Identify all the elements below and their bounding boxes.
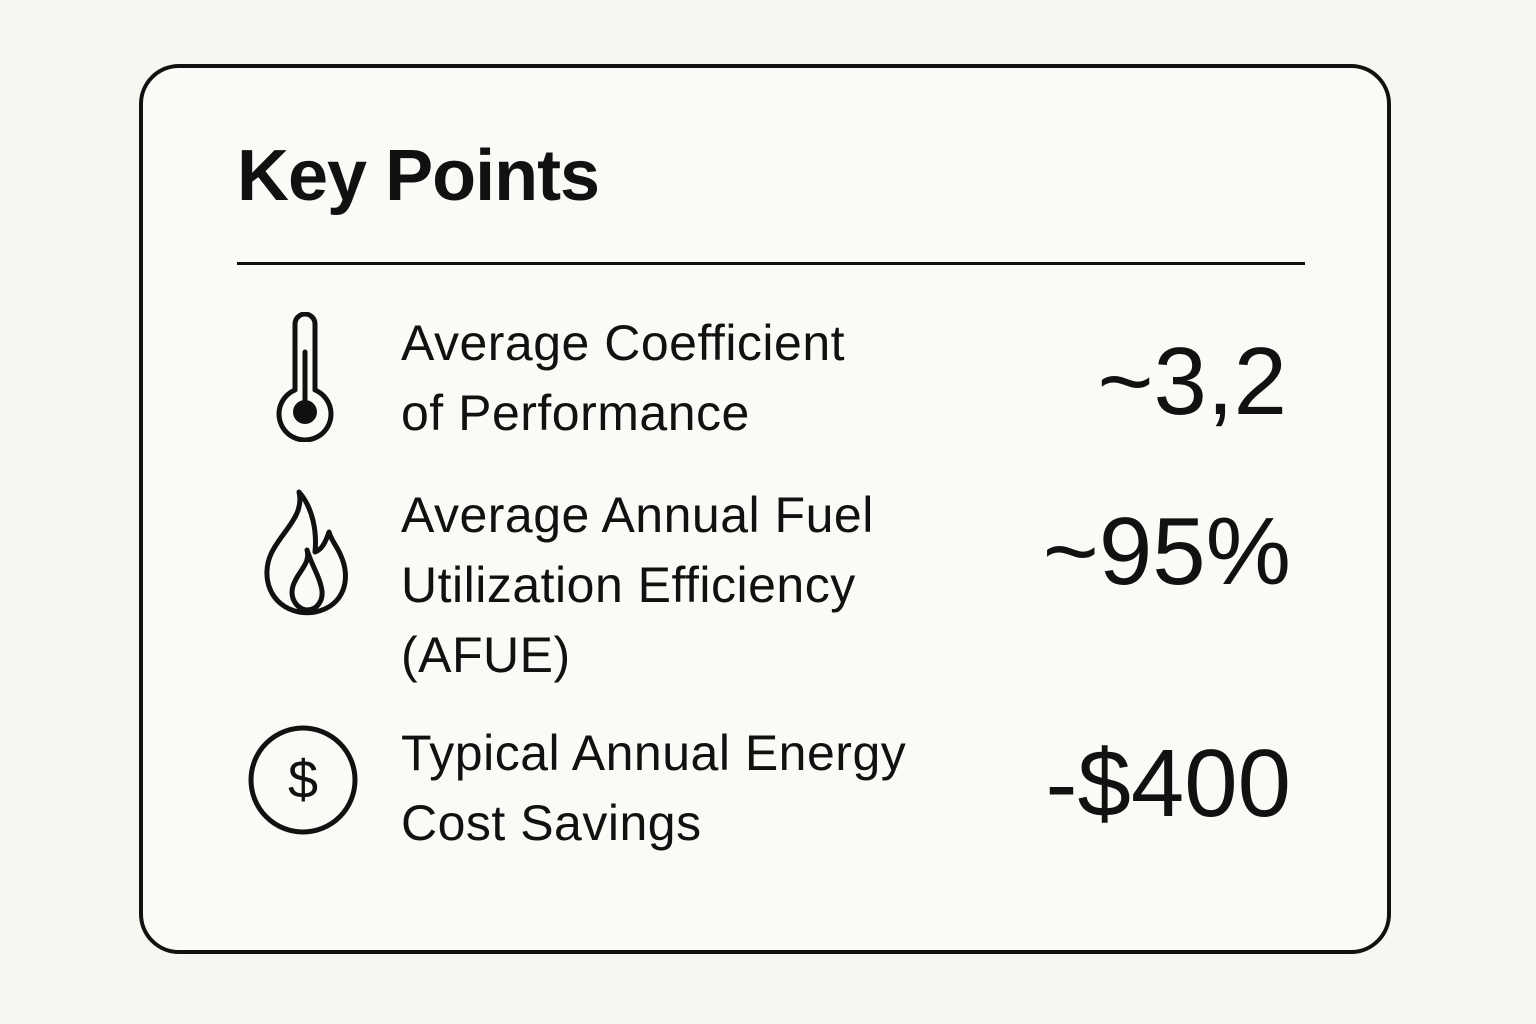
label-line: Typical Annual Energy [401, 725, 907, 781]
key-point-label: Average Coefficient of Performance [401, 308, 845, 448]
key-point-value: ~95% [1042, 498, 1291, 605]
key-point-label: Average Annual Fuel Utilization Efficien… [401, 480, 874, 690]
key-point-row-afue: Average Annual Fuel Utilization Efficien… [143, 484, 1387, 694]
label-line: Average Coefficient [401, 315, 846, 371]
label-line: Utilization Efficiency [401, 557, 856, 613]
key-point-label: Typical Annual Energy Cost Savings [401, 718, 906, 858]
key-point-row-cop: Average Coefficient of Performance ~3,2 [143, 308, 1387, 448]
svg-text:$: $ [288, 750, 318, 810]
key-point-row-savings: $ Typical Annual Energy Cost Savings -$4… [143, 722, 1387, 862]
dollar-coin-icon: $ [248, 725, 358, 835]
title-divider [237, 262, 1305, 265]
label-line: of Performance [401, 385, 750, 441]
key-point-value: -$400 [1045, 730, 1291, 837]
flame-icon [264, 489, 348, 616]
label-line: Average Annual Fuel [401, 487, 874, 543]
key-point-value: ~3,2 [1097, 328, 1287, 435]
label-line: (AFUE) [401, 627, 571, 683]
card-title: Key Points [237, 136, 600, 216]
thermometer-icon [276, 312, 334, 442]
label-line: Cost Savings [401, 795, 702, 851]
key-points-card: Key Points Average Coefficient of Perfor… [139, 64, 1391, 954]
